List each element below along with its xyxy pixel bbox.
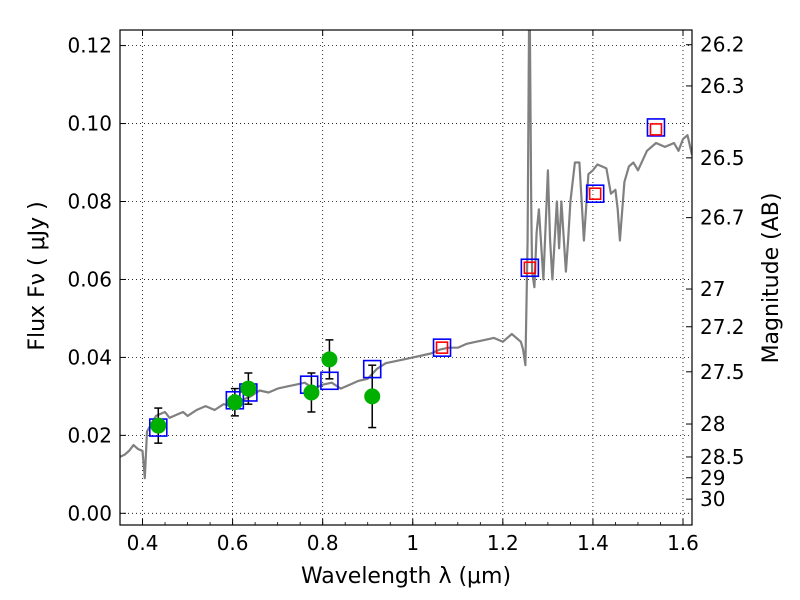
x-tick-label: 0.8 [307, 531, 339, 555]
x-tick-label: 1.4 [577, 531, 609, 555]
y-tick-label: 0.04 [67, 345, 112, 369]
y-tick-label: 0.06 [67, 267, 112, 291]
grid [120, 30, 692, 525]
y-axis-title: Flux Fν ( μJy ) [25, 201, 50, 350]
x-tick-label: 0.4 [127, 531, 159, 555]
model-square-blue [320, 371, 339, 391]
observed-point [321, 351, 338, 368]
x-tick-label: 0.6 [217, 531, 249, 555]
magnitude-tick-label: 27.2 [700, 315, 745, 339]
sed-model-line [120, 30, 692, 480]
observed-point [226, 394, 243, 411]
magnitude-tick-label: 27 [700, 277, 725, 301]
model-square-blue [520, 258, 540, 278]
magnitude-tick-label: 29 [700, 466, 725, 490]
magnitude-tick-label: 30 [700, 487, 725, 511]
model-square-red [649, 123, 663, 136]
magnitude-tick-label: 26.2 [700, 33, 745, 57]
model-square-red [588, 187, 602, 201]
axes [119, 29, 693, 526]
observed-point [240, 380, 257, 397]
x-axis-ticks: 0.4 0.6 0.8 1 1.2 1.4 1.6 [119, 30, 699, 555]
model-square-blue [432, 338, 452, 357]
magnitude-axis-title: Magnitude (AB) [759, 193, 784, 364]
y-tick-label: 0.02 [67, 423, 112, 447]
model-square-blue [646, 118, 666, 137]
x-tick-label: 1.2 [487, 531, 519, 555]
model-square-red [435, 341, 449, 354]
y-axis-ticks: 0.00 0.02 0.04 0.06 0.08 0.10 0.12 [67, 34, 126, 525]
x-tick-label: 1 [406, 531, 419, 555]
y-tick-label: 0.12 [67, 34, 112, 58]
magnitude-tick-label: 26.7 [700, 206, 745, 230]
x-tick-label: 1.6 [667, 531, 699, 555]
model-square-blue [362, 359, 382, 379]
y-tick-label: 0.08 [67, 189, 112, 213]
plot-frame [119, 29, 693, 526]
observed-point [150, 417, 167, 434]
model-square-blue [585, 184, 605, 204]
magnitude-tick-label: 26.3 [700, 74, 745, 98]
magnitude-tick-label: 28 [700, 412, 725, 436]
x-axis-title: Wavelength λ (μm) [301, 564, 511, 589]
observed-point [364, 388, 381, 405]
magnitude-tick-label: 26.5 [700, 146, 745, 170]
plot-area [120, 30, 692, 480]
model-square-red [523, 261, 537, 275]
observed-point [303, 384, 320, 401]
magnitude-tick-label: 27.5 [700, 360, 745, 384]
magnitude-tick-label: 28.5 [700, 445, 745, 469]
y-tick-label: 0.10 [67, 112, 112, 136]
y-tick-label: 0.00 [67, 501, 112, 525]
